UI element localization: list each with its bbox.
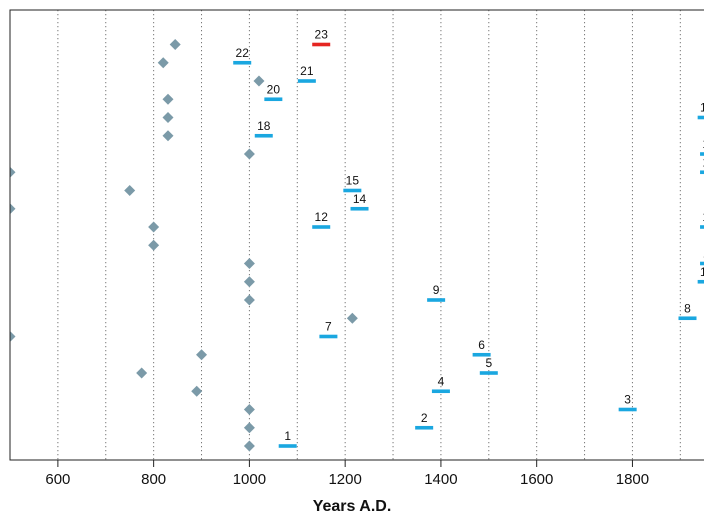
range-segment (278, 444, 297, 448)
segment-label: 10 (700, 265, 704, 279)
data-point (148, 221, 160, 233)
segment-label: 18 (257, 119, 271, 133)
segment-label: 12 (702, 210, 704, 224)
segment-label: 15 (346, 174, 360, 188)
range-segment (233, 60, 252, 65)
range-segment (700, 261, 704, 266)
range-segment (319, 334, 338, 339)
segment-label: 14 (353, 192, 367, 206)
data-point (346, 312, 358, 324)
segment-label: 5 (485, 356, 492, 370)
range-segment (312, 225, 331, 229)
data-point (243, 440, 255, 452)
data-point (243, 294, 255, 306)
segment-label: 8 (684, 301, 691, 315)
range-segment (697, 115, 704, 120)
data-point (243, 404, 255, 415)
data-point (162, 130, 174, 142)
data-point (162, 93, 174, 105)
data-point (148, 239, 160, 251)
x-axis-title: Years A.D. (313, 498, 392, 515)
data-point (196, 349, 208, 361)
data-point (10, 331, 16, 342)
x-tick-label: 1200 (328, 471, 361, 488)
data-point (162, 112, 174, 123)
segment-label: 17 (702, 137, 704, 151)
x-tick-label: 800 (141, 471, 166, 488)
segment-label: 7 (325, 320, 332, 334)
range-segment (350, 206, 369, 211)
range-segment (254, 133, 273, 138)
range-segment (700, 152, 704, 156)
range-segment (415, 425, 434, 430)
segment-label: 22 (236, 46, 250, 60)
grid (57, 10, 681, 460)
range-segment (700, 225, 704, 229)
x-axis: 600 800 1000 1200 1400 1600 1800 (45, 460, 649, 488)
data-point (191, 385, 203, 397)
data-point (136, 367, 148, 379)
segment-label: 16 (702, 155, 704, 169)
data-point (169, 39, 181, 50)
range-segment (697, 279, 704, 284)
x-tick-label: 1400 (424, 471, 457, 488)
data-point (157, 57, 169, 69)
range-segment (264, 97, 283, 102)
segment-label: 4 (438, 374, 445, 388)
data-point (243, 148, 255, 160)
range-segment (297, 79, 316, 83)
segment-label: 3 (624, 393, 631, 407)
data-point (243, 258, 255, 269)
range-segment (312, 42, 331, 47)
range-segment (472, 352, 491, 357)
segment-label: 6 (478, 338, 485, 352)
segment-label: 2 (421, 411, 428, 425)
plot-frame (9, 9, 704, 461)
data-point (243, 422, 255, 434)
x-tick-label: 1000 (233, 471, 266, 488)
x-tick-label: 1600 (520, 471, 553, 488)
data-point (124, 185, 136, 196)
range-segment (427, 298, 446, 302)
segment-label: 12 (315, 210, 329, 224)
data-point (253, 75, 265, 87)
data-point (243, 276, 255, 288)
segment-label: 19 (700, 101, 704, 115)
plot-area: 1234567891011121214151617181920212223 (10, 28, 704, 452)
segment-label: 23 (315, 28, 329, 42)
range-segment (479, 371, 498, 375)
range-segment (678, 316, 697, 321)
range-segment (700, 170, 704, 175)
segment-label: 11 (703, 247, 704, 261)
range-segment (431, 389, 450, 394)
data-point (10, 166, 16, 178)
x-tick-label: 1800 (616, 471, 649, 488)
range-segment (343, 188, 362, 193)
segment-label: 20 (267, 82, 281, 96)
segment-label: 1 (284, 429, 291, 443)
segment-label: 9 (433, 283, 440, 297)
range-segment (618, 407, 637, 412)
segment-label: 21 (300, 64, 314, 78)
x-tick-label: 600 (45, 471, 70, 488)
data-point (10, 203, 16, 215)
